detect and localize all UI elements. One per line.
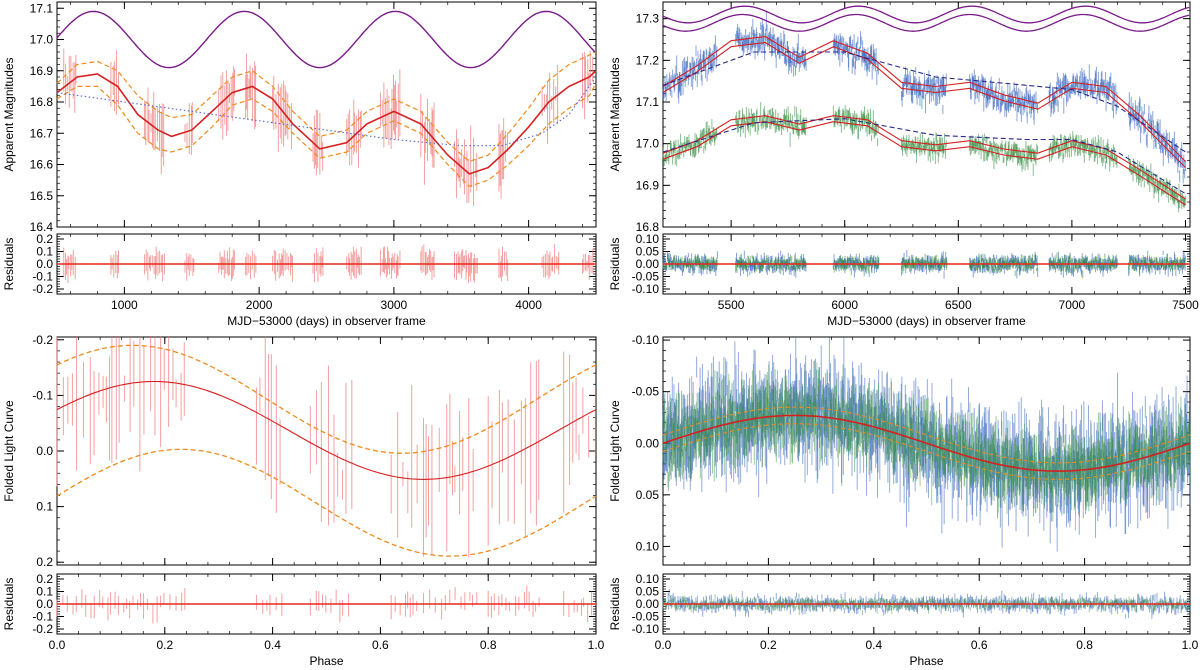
y-axis-label: Residuals [2, 578, 16, 631]
data-points [63, 48, 594, 207]
y-axis-label: Residuals [2, 238, 16, 291]
y-tick-label: 0.10 [636, 232, 660, 246]
x-tick-label: 7000 [1059, 298, 1086, 312]
y-axis-label: Residuals [608, 238, 622, 291]
r-band-points [662, 11, 1186, 184]
x-axis-label: Phase [309, 654, 343, 668]
y-tick-label: 0.2 [36, 232, 53, 246]
panel-top-right: 16.8 16.9 17.0 17.1 17.2 17.3 Apparent Magnitu… [608, 1, 1191, 234]
x-axis-label: MJD−53000 (days) in observer frame [227, 314, 426, 328]
panel-bottom-left-residuals: 0.20.10.0-0.1-0.20.0 0.2 0.4 0.6 0.8 1.0Resid… [2, 572, 605, 668]
model-upper-curve [662, 35, 1186, 162]
x-tick-label: 0.0 [49, 638, 66, 652]
y-axis-label: Folded Light Curve [2, 400, 16, 502]
periodic-curve [56, 10, 596, 69]
y-tick-label: 17.0 [30, 33, 54, 47]
x-tick-label: 6000 [831, 298, 858, 312]
y-tick-label: -0.05 [632, 385, 660, 399]
y-tick-label: 17.1 [30, 1, 54, 15]
y-tick-label: -0.1 [32, 270, 53, 284]
y-tick-label: -0.2 [32, 622, 53, 636]
y-tick-label: -0.05 [632, 270, 660, 284]
x-tick-label: 2000 [246, 298, 273, 312]
y-tick-label: -0.2 [32, 282, 53, 296]
data-points [56, 337, 596, 558]
y-tick-label: -0.10 [632, 282, 660, 296]
x-tick-label: 3000 [381, 298, 408, 312]
x-tick-label: 6500 [945, 298, 972, 312]
y-tick-label: 0.00 [636, 436, 660, 450]
uncertainty-curve [56, 448, 597, 557]
x-tick-label: 0.2 [156, 638, 173, 652]
y-axis-label: Apparent Magnitudes [608, 57, 622, 171]
y-tick-label: 0.0 [36, 257, 53, 271]
y-tick-label: 0.0 [36, 597, 53, 611]
panel-top-right-residuals: 0.100.050.00-0.05-0.10 5500 6000 6500 7000 75… [608, 232, 1199, 328]
panel-top-left-residuals: 0.20.10.0-0.1-0.2 1000 2000 3000 4000 Residua… [2, 232, 597, 328]
y-tick-label: 16.8 [30, 95, 54, 109]
trend-curve [662, 118, 1186, 195]
y-tick-label: -0.10 [632, 333, 660, 347]
trend-curve [56, 76, 597, 147]
y-tick-label: 17.2 [636, 53, 660, 67]
y-tick-label: -0.1 [32, 388, 53, 402]
panel-bottom-right: -0.10 -0.05 0.00 0.05 0.10 Folded Light Curve [608, 333, 1191, 566]
y-tick-label: 0.1 [36, 500, 53, 514]
y-tick-label: 16.4 [30, 220, 54, 234]
model-lower-curve [662, 121, 1186, 206]
y-tick-label: 17.1 [636, 95, 660, 109]
x-tick-label: 1000 [111, 298, 138, 312]
panel-bottom-left: -0.2 -0.1 0.0 0.1 0.2 Folded Light Curve [2, 333, 597, 569]
x-tick-label: 0.4 [264, 638, 281, 652]
y-tick-label: 16.6 [30, 158, 54, 172]
y-tick-label: 16.9 [636, 178, 660, 192]
uncertainty-curve [56, 344, 597, 454]
model-curve [56, 70, 597, 175]
plot-frame [662, 1, 1191, 228]
y-tick-label: 17.0 [636, 137, 660, 151]
x-tick-label: 4000 [515, 298, 542, 312]
y-tick-label: -0.1 [32, 610, 53, 624]
model-curve [56, 380, 597, 480]
x-tick-label: 1.0 [588, 638, 605, 652]
y-tick-label: 0.05 [636, 245, 660, 259]
x-tick-label: 5500 [718, 298, 745, 312]
uncertainty-curve [56, 51, 597, 163]
panel-top-left: 16.4 16.5 16.6 16.7 16.8 16.9 17.0 17.1 Apparent… [2, 1, 597, 234]
y-tick-label: 0.0 [36, 444, 53, 458]
y-tick-label: 0.1 [36, 585, 53, 599]
x-tick-label: 0.6 [372, 638, 389, 652]
y-axis-label: Folded Light Curve [608, 400, 622, 502]
y-tick-label: 0.2 [36, 572, 53, 586]
y-tick-label: 16.8 [636, 220, 660, 234]
y-axis-label: Apparent Magnitudes [2, 57, 16, 171]
uncertainty-curve [56, 83, 597, 188]
periodic-curve [662, 5, 1190, 24]
y-tick-label: 0.2 [36, 555, 53, 569]
y-tick-label: 16.7 [30, 126, 54, 140]
r-band-points [662, 337, 1191, 552]
y-tick-label: 17.3 [636, 12, 660, 26]
y-tick-label: 0.00 [636, 257, 660, 271]
x-tick-label: 0.8 [480, 638, 497, 652]
y-tick-label: 0.10 [636, 539, 660, 553]
y-tick-label: -0.2 [32, 333, 53, 347]
trend-curve [662, 51, 1186, 153]
y-tick-label: 0.05 [636, 488, 660, 502]
model-lower-curve [662, 41, 1186, 168]
x-tick-label: 7500 [1172, 298, 1199, 312]
y-tick-label: 16.9 [30, 64, 54, 78]
model-upper-curve [662, 115, 1186, 200]
y-tick-label: 16.5 [30, 189, 54, 203]
y-tick-label: 0.1 [36, 245, 53, 259]
x-axis-label: MJD−53000 (days) in observer frame [827, 314, 1026, 328]
periodic-curve [662, 13, 1190, 32]
